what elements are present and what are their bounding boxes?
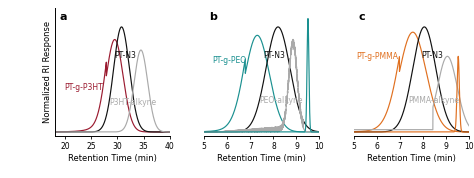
Text: PT-N3: PT-N3 — [264, 51, 285, 60]
Text: PT-N3: PT-N3 — [421, 51, 443, 60]
X-axis label: Retention Time (min): Retention Time (min) — [218, 153, 306, 163]
Text: PEO-alkyne: PEO-alkyne — [260, 96, 303, 105]
Text: PT-N3: PT-N3 — [114, 51, 136, 60]
Text: P3HT-alkyne: P3HT-alkyne — [109, 98, 156, 107]
Text: b: b — [209, 12, 217, 22]
Text: PT-g-P3HT: PT-g-P3HT — [64, 83, 103, 92]
Text: PMMA-alkyne: PMMA-alkyne — [408, 96, 459, 105]
Text: c: c — [359, 12, 365, 22]
Y-axis label: Normalized RI Response: Normalized RI Response — [43, 21, 52, 123]
Text: a: a — [59, 12, 67, 22]
Text: PT-g-PMMA: PT-g-PMMA — [356, 52, 398, 61]
X-axis label: Retention Time (min): Retention Time (min) — [68, 153, 156, 163]
Text: PT-g-PEO: PT-g-PEO — [212, 56, 246, 65]
X-axis label: Retention Time (min): Retention Time (min) — [367, 153, 456, 163]
